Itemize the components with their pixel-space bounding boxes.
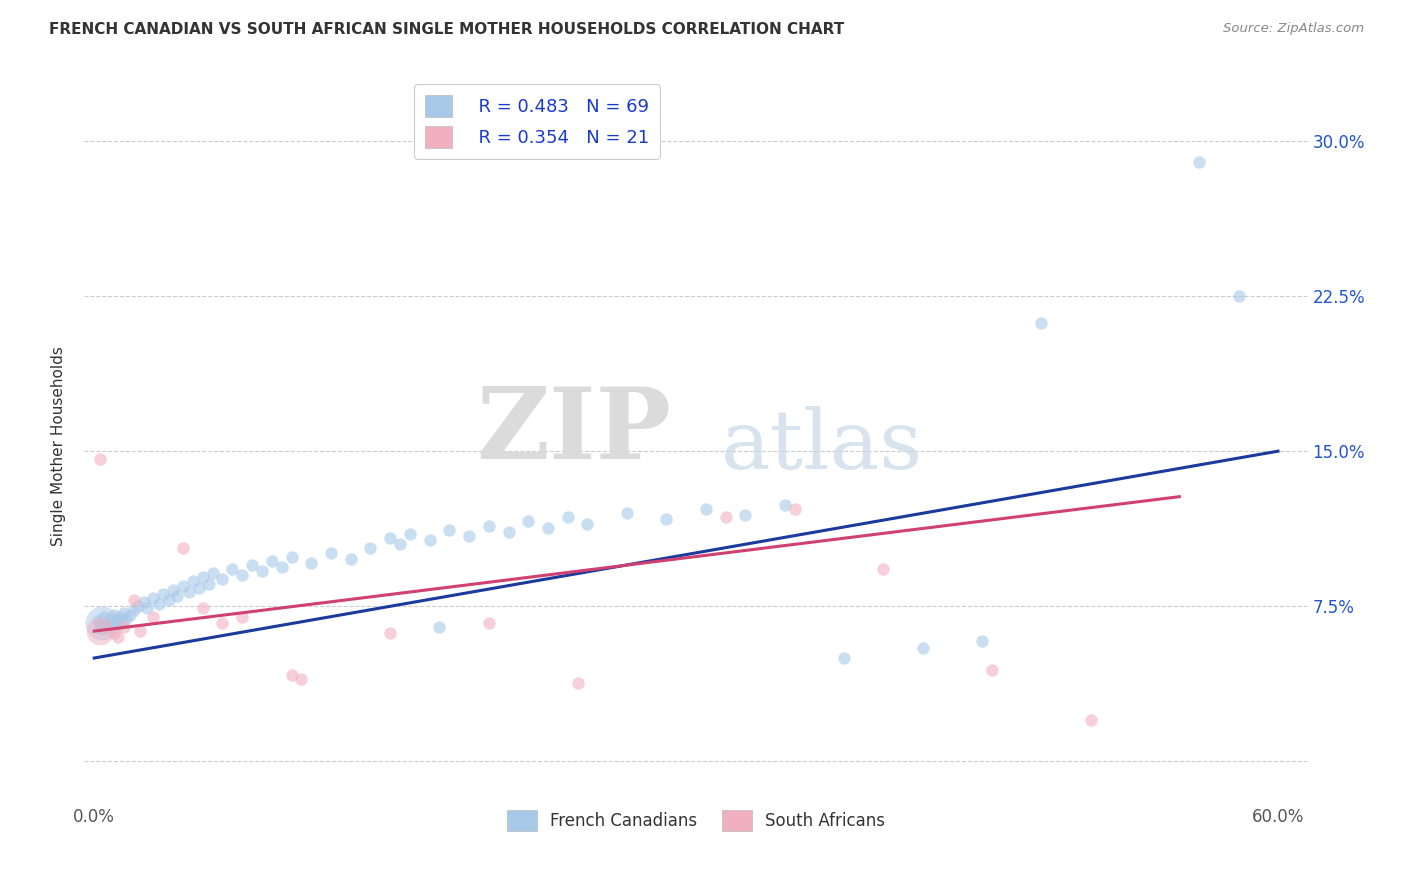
Point xyxy=(380,626,402,640)
Point xyxy=(103,607,125,622)
Point xyxy=(172,579,194,593)
Point xyxy=(118,607,141,622)
Text: FRENCH CANADIAN VS SOUTH AFRICAN SINGLE MOTHER HOUSEHOLDS CORRELATION CHART: FRENCH CANADIAN VS SOUTH AFRICAN SINGLE … xyxy=(49,22,845,37)
Point xyxy=(101,615,124,630)
Point xyxy=(734,508,756,523)
Legend: French Canadians, South Africans: French Canadians, South Africans xyxy=(501,804,891,838)
Point xyxy=(181,574,204,589)
Point xyxy=(107,618,129,632)
Point xyxy=(1188,154,1211,169)
Point xyxy=(1227,289,1250,303)
Point xyxy=(695,502,717,516)
Point xyxy=(91,615,114,630)
Point xyxy=(107,630,129,644)
Point xyxy=(108,609,131,624)
Point xyxy=(152,587,174,601)
Point xyxy=(172,541,194,556)
Point xyxy=(872,562,894,576)
Point xyxy=(98,612,121,626)
Point xyxy=(498,524,520,539)
Point xyxy=(104,614,127,628)
Point xyxy=(111,614,134,628)
Point xyxy=(280,667,302,681)
Point xyxy=(359,541,381,556)
Point xyxy=(128,624,150,639)
Point xyxy=(157,593,180,607)
Text: ZIP: ZIP xyxy=(477,384,672,480)
Point xyxy=(616,506,638,520)
Point xyxy=(832,651,855,665)
Point xyxy=(114,612,136,626)
Point xyxy=(191,570,214,584)
Point xyxy=(537,521,560,535)
Point xyxy=(112,620,135,634)
Point xyxy=(103,626,125,640)
Point xyxy=(517,515,540,529)
Point xyxy=(148,597,170,611)
Point xyxy=(166,589,188,603)
Point xyxy=(89,452,111,467)
Point xyxy=(419,533,441,548)
Point xyxy=(221,562,243,576)
Point xyxy=(270,560,292,574)
Point xyxy=(655,512,678,526)
Point xyxy=(319,545,342,559)
Point xyxy=(773,498,796,512)
Point xyxy=(122,593,145,607)
Point xyxy=(89,618,111,632)
Point xyxy=(557,510,579,524)
Point xyxy=(93,609,115,624)
Point xyxy=(783,502,806,516)
Point xyxy=(97,620,120,634)
Text: atlas: atlas xyxy=(720,406,922,486)
Point xyxy=(399,527,422,541)
Point xyxy=(91,622,114,636)
Point xyxy=(211,615,233,630)
Point xyxy=(1080,713,1102,727)
Point xyxy=(250,564,273,578)
Point xyxy=(260,554,283,568)
Point xyxy=(89,624,111,639)
Point xyxy=(87,614,110,628)
Point xyxy=(197,576,219,591)
Point xyxy=(576,516,599,531)
Point xyxy=(439,523,461,537)
Point xyxy=(429,620,451,634)
Point xyxy=(380,531,402,545)
Point xyxy=(162,582,184,597)
Point xyxy=(911,640,934,655)
Point xyxy=(122,603,145,617)
Point xyxy=(299,556,322,570)
Point xyxy=(280,549,302,564)
Text: Source: ZipAtlas.com: Source: ZipAtlas.com xyxy=(1223,22,1364,36)
Point xyxy=(142,591,165,605)
Point xyxy=(94,615,117,630)
Y-axis label: Single Mother Households: Single Mother Households xyxy=(51,346,66,546)
Point xyxy=(339,551,361,566)
Point xyxy=(240,558,263,572)
Point xyxy=(112,606,135,620)
Point xyxy=(142,609,165,624)
Point xyxy=(231,568,253,582)
Point xyxy=(714,510,737,524)
Point xyxy=(187,581,209,595)
Point xyxy=(127,599,149,614)
Point xyxy=(478,615,501,630)
Point xyxy=(1031,316,1053,330)
Point xyxy=(177,584,200,599)
Point xyxy=(201,566,224,581)
Point xyxy=(980,664,1002,678)
Point xyxy=(136,601,159,615)
Point xyxy=(290,672,312,686)
Point xyxy=(132,595,155,609)
Point xyxy=(231,609,253,624)
Point xyxy=(478,518,501,533)
Point xyxy=(970,634,993,648)
Point xyxy=(191,601,214,615)
Point xyxy=(567,676,589,690)
Point xyxy=(458,529,481,543)
Point xyxy=(389,537,412,551)
Point xyxy=(211,573,233,587)
